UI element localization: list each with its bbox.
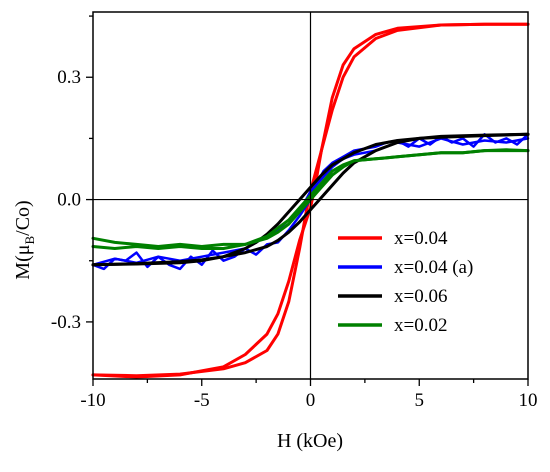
legend-item: x=0.06 [338, 286, 447, 307]
y-tick-label: 0.3 [57, 67, 81, 88]
x-axis-title: H (kOe) [277, 430, 343, 452]
legend-item: x=0.04 (a) [338, 257, 473, 278]
axes-layer: -10 -5 0 5 10 -0.3 0.0 0.3 [51, 11, 538, 411]
y-axis-title-tail: /Co) [12, 200, 34, 236]
y-tick-label: 0.0 [57, 190, 81, 211]
x-tick-label: 10 [519, 390, 538, 411]
legend-item: x=0.04 [338, 228, 448, 249]
legend-label: x=0.04 (a) [394, 257, 473, 278]
legend-item: x=0.02 [338, 315, 447, 336]
svg-text:M(μB/Co): M(μB/Co) [12, 200, 37, 279]
legend-label: x=0.02 [394, 315, 447, 336]
x-tick-label: 5 [415, 390, 425, 411]
series-2-branch-2 [91, 137, 530, 267]
x-tick-label: 0 [306, 390, 316, 411]
x-tick-label: -5 [194, 390, 210, 411]
legend-label: x=0.06 [394, 286, 447, 307]
y-axis-title-main: M(μ [12, 245, 34, 280]
x-tick-label: -10 [80, 390, 105, 411]
legend: x=0.04 x=0.04 (a) x=0.06 x=0.02 [338, 228, 473, 336]
y-axis-title: M(μB/Co) [12, 200, 37, 279]
legend-label: x=0.04 [394, 228, 448, 249]
y-tick-label: -0.3 [51, 312, 81, 333]
y-axis-title-sub: B [22, 236, 37, 245]
